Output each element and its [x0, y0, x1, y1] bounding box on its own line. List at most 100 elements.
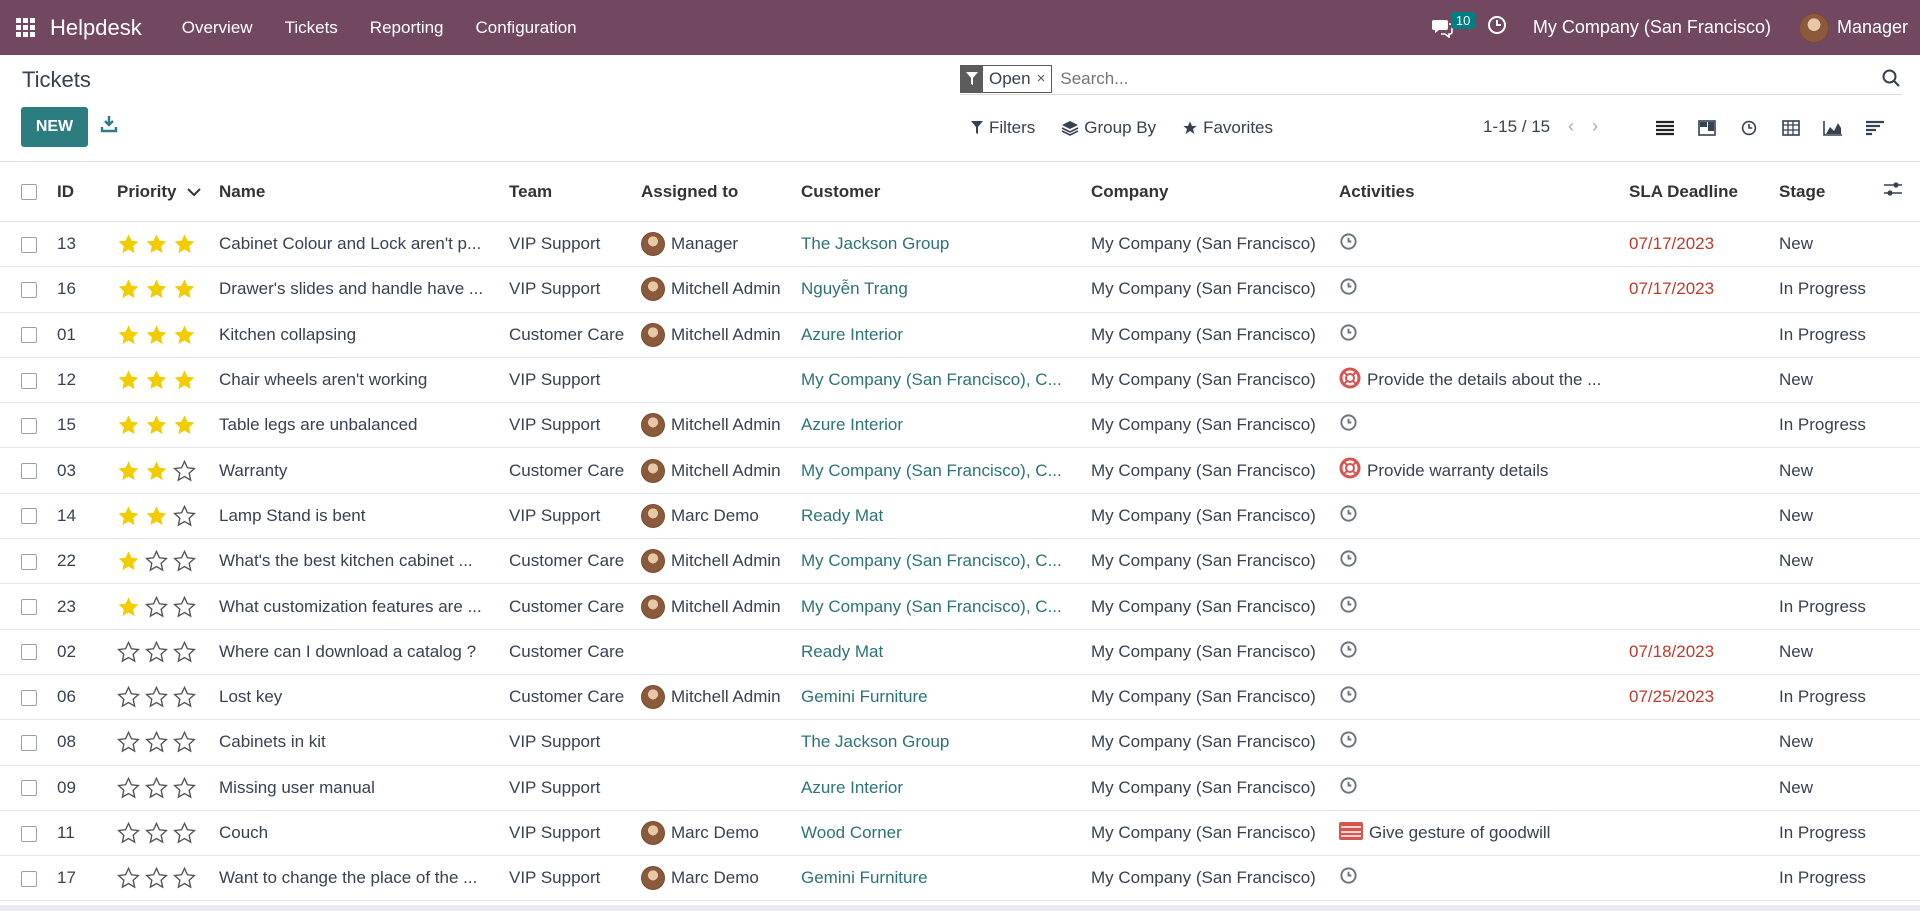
pager-next-icon[interactable]: ›	[1592, 116, 1599, 136]
priority-star-icon[interactable]	[117, 324, 140, 346]
clock-icon[interactable]	[1339, 277, 1358, 301]
priority-star-icon[interactable]	[172, 731, 197, 753]
table-row[interactable]: 17 Want to change the place of the ... VIP…	[0, 855, 1920, 902]
priority-star-icon[interactable]	[117, 278, 140, 300]
ticket-customer[interactable]: Gemini Furniture	[801, 674, 1091, 721]
app-name[interactable]: Helpdesk	[50, 14, 142, 40]
table-row[interactable]: 16 Drawer's slides and handle have ... VIP…	[0, 266, 1920, 313]
clock-icon[interactable]	[1339, 866, 1358, 890]
priority-star-icon[interactable]	[144, 731, 169, 753]
optional-columns-toggle[interactable]	[1884, 161, 1920, 222]
priority-star-icon[interactable]	[173, 414, 196, 436]
ticket-customer[interactable]: Azure Interior	[801, 765, 1091, 811]
search-icon[interactable]	[1882, 69, 1900, 92]
pager-value[interactable]: 1-15 / 15	[1483, 116, 1551, 136]
row-checkbox[interactable]	[21, 236, 37, 253]
menu-configuration[interactable]: Configuration	[475, 17, 577, 37]
priority-star-icon[interactable]	[117, 596, 140, 618]
column-assigned[interactable]: Assigned to	[641, 161, 801, 222]
select-all-checkbox[interactable]	[21, 184, 37, 201]
column-sla-deadline[interactable]: SLA Deadline	[1629, 161, 1779, 222]
priority-star-icon[interactable]	[117, 550, 140, 572]
new-button[interactable]: NEW	[21, 107, 88, 147]
pager-previous-icon[interactable]: ‹	[1568, 116, 1575, 136]
clock-icon[interactable]	[1339, 595, 1358, 619]
download-button[interactable]	[100, 115, 120, 135]
row-checkbox[interactable]	[21, 508, 37, 525]
apps-grid-icon[interactable]	[0, 0, 50, 55]
clock-icon[interactable]	[1339, 549, 1358, 573]
table-row[interactable]: 06 Lost key Customer Care Mitchell Admin Gem…	[0, 674, 1920, 721]
table-row[interactable]: 23 What customization features are ... Cus…	[0, 583, 1920, 630]
menu-overview[interactable]: Overview	[181, 17, 253, 37]
horizontal-scrollbar[interactable]	[0, 905, 1920, 911]
ticket-customer[interactable]: Azure Interior	[801, 312, 1091, 358]
row-checkbox[interactable]	[21, 372, 37, 389]
ticket-customer[interactable]: My Company (San Francisco), C...	[801, 447, 1091, 494]
clock-icon[interactable]	[1339, 730, 1358, 754]
priority-star-icon[interactable]	[145, 233, 168, 255]
priority-star-icon[interactable]	[144, 776, 169, 799]
gift-icon[interactable]	[1339, 821, 1363, 846]
row-checkbox[interactable]	[21, 870, 37, 887]
filters-button[interactable]: Filters	[970, 118, 1035, 138]
priority-star-icon[interactable]	[173, 324, 196, 346]
ticket-customer[interactable]: Gemini Furniture	[801, 855, 1091, 902]
priority-star-icon[interactable]	[172, 685, 197, 708]
priority-star-icon[interactable]	[172, 595, 197, 618]
row-checkbox[interactable]	[21, 281, 37, 298]
table-row[interactable]: 22 What's the best kitchen cabinet ... Cus…	[0, 538, 1920, 585]
ticket-customer[interactable]: The Jackson Group	[801, 719, 1091, 766]
menu-tickets[interactable]: Tickets	[284, 17, 338, 37]
row-checkbox[interactable]	[21, 825, 37, 842]
row-checkbox[interactable]	[21, 553, 37, 570]
ticket-customer[interactable]: The Jackson Group	[801, 221, 1091, 268]
ticket-customer[interactable]: Ready Mat	[801, 629, 1091, 675]
search-input[interactable]	[1060, 68, 1861, 89]
clock-icon[interactable]	[1339, 504, 1358, 528]
pivot-view-button[interactable]	[1776, 113, 1806, 143]
column-name[interactable]: Name	[219, 161, 509, 222]
priority-star-icon[interactable]	[173, 369, 196, 391]
priority-star-icon[interactable]	[144, 685, 169, 708]
table-row[interactable]: 08 Cabinets in kit VIP Support The Jackson …	[0, 719, 1920, 766]
column-priority[interactable]: Priority	[117, 161, 219, 222]
ticket-customer[interactable]: Wood Corner	[801, 810, 1091, 857]
priority-star-icon[interactable]	[117, 505, 140, 527]
table-row[interactable]: 03 Warranty Customer Care Mitchell Admin My …	[0, 447, 1920, 494]
priority-star-icon[interactable]	[172, 549, 197, 572]
table-row[interactable]: 09 Missing user manual VIP Support Azure In…	[0, 765, 1920, 811]
row-checkbox[interactable]	[21, 327, 37, 344]
priority-star-icon[interactable]	[117, 685, 141, 708]
priority-star-icon[interactable]	[144, 595, 169, 618]
ticket-customer[interactable]: My Company (San Francisco), C...	[801, 357, 1091, 404]
table-row[interactable]: 11 Couch VIP Support Marc Demo Wood Corner My…	[0, 810, 1920, 857]
row-checkbox[interactable]	[21, 417, 37, 434]
user-menu[interactable]: Manager	[1798, 12, 1908, 43]
favorites-button[interactable]: Favorites	[1182, 118, 1273, 138]
facet-close-icon[interactable]: ×	[1036, 70, 1046, 87]
clock-icon[interactable]	[1339, 413, 1358, 437]
priority-star-icon[interactable]	[144, 549, 169, 572]
row-checkbox[interactable]	[21, 780, 37, 797]
priority-star-icon[interactable]	[117, 460, 140, 482]
activities-button[interactable]	[1487, 15, 1507, 40]
menu-reporting[interactable]: Reporting	[369, 17, 444, 37]
column-id[interactable]: ID	[57, 161, 117, 222]
lifebuoy-icon[interactable]	[1339, 367, 1361, 394]
priority-star-icon[interactable]	[117, 369, 140, 391]
ticket-customer[interactable]: My Company (San Francisco), C...	[801, 583, 1091, 630]
clock-icon[interactable]	[1339, 323, 1358, 347]
priority-star-icon[interactable]	[117, 776, 141, 799]
ticket-customer[interactable]: My Company (San Francisco), C...	[801, 538, 1091, 585]
priority-star-icon[interactable]	[117, 640, 141, 663]
messages-button[interactable]: 10	[1431, 11, 1476, 38]
priority-star-icon[interactable]	[145, 414, 168, 436]
row-checkbox[interactable]	[21, 463, 37, 480]
priority-star-icon[interactable]	[144, 821, 169, 844]
priority-star-icon[interactable]	[145, 505, 168, 527]
row-checkbox[interactable]	[21, 644, 37, 661]
column-activities[interactable]: Activities	[1339, 161, 1629, 222]
groupby-button[interactable]: Group By	[1061, 118, 1156, 138]
cohort-view-button[interactable]	[1860, 113, 1890, 143]
